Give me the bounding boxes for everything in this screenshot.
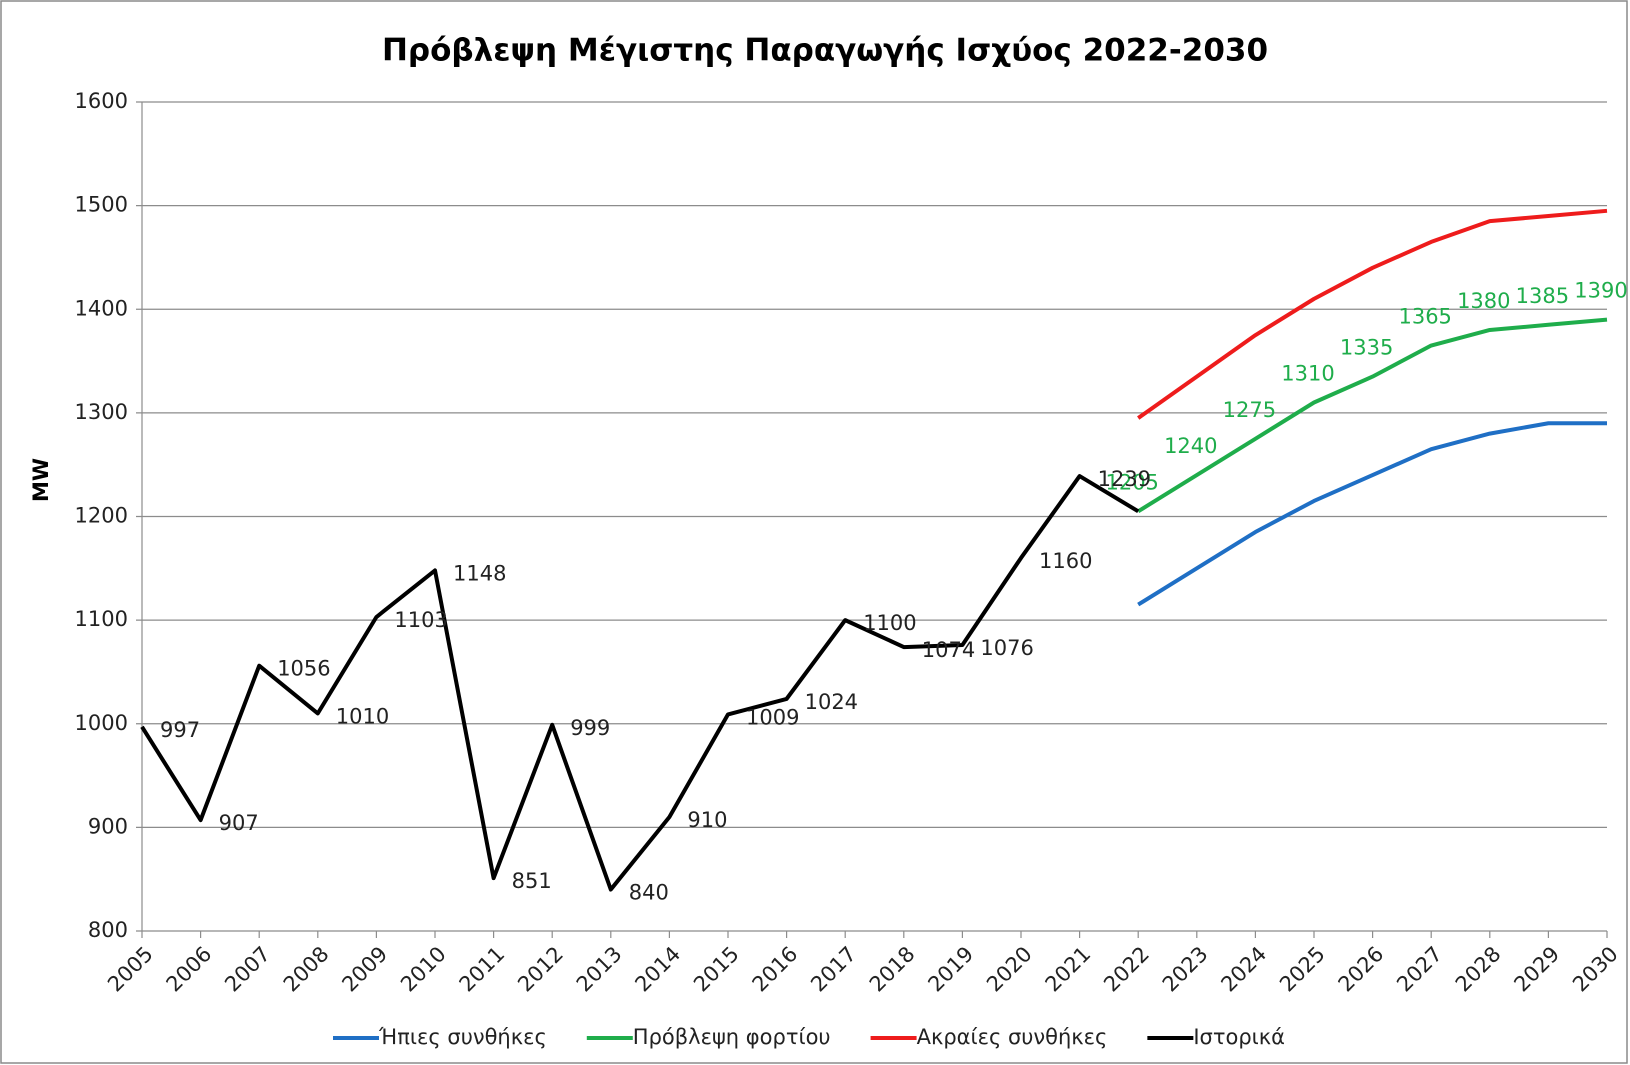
data-label: 999: [570, 716, 610, 740]
data-label: 1148: [453, 561, 506, 585]
data-label: 1056: [277, 657, 330, 681]
y-tick-label: 900: [88, 814, 128, 838]
data-label: 1205: [1105, 470, 1158, 494]
y-tick-label: 800: [88, 918, 128, 942]
y-tick-label: 1300: [75, 400, 128, 424]
data-label: 910: [687, 808, 727, 832]
data-label: 1160: [1039, 549, 1092, 573]
data-label: 1239: [1098, 467, 1151, 491]
y-tick-label: 1100: [75, 607, 128, 631]
legend-label: Ιστορικά: [1193, 1025, 1285, 1049]
series-line: [1137, 208, 1608, 420]
series-line: [1137, 317, 1608, 514]
legend-label: Ακραίες συνθήκες: [917, 1025, 1108, 1049]
y-axis-label: MW: [29, 458, 53, 502]
data-label: 997: [160, 718, 200, 742]
y-tick-label: 1200: [75, 504, 128, 528]
data-label: 1010: [336, 704, 389, 728]
legend-label: Πρόβλεψη φορτίου: [633, 1025, 831, 1049]
y-tick-label: 1000: [75, 711, 128, 735]
data-label: 907: [219, 811, 259, 835]
data-label: 1076: [980, 636, 1033, 660]
data-label: 1365: [1398, 305, 1451, 329]
series-line: [140, 474, 1140, 892]
data-label: 1310: [1281, 362, 1334, 386]
data-label: 1385: [1516, 284, 1569, 308]
data-label: 1390: [1574, 279, 1627, 303]
y-tick-label: 1500: [75, 193, 128, 217]
series-line: [1137, 421, 1607, 607]
data-label: 1024: [805, 690, 858, 714]
chart-title: Πρόβλεψη Μέγιστης Παραγωγής Ισχύος 2022-…: [382, 33, 1268, 69]
data-label: 1009: [746, 705, 799, 729]
data-label: 1100: [863, 611, 916, 635]
legend-label: Ήπιες συνθήκες: [378, 1025, 547, 1049]
data-label: 1074: [922, 638, 975, 662]
data-label: 1240: [1164, 434, 1217, 458]
data-label: 1335: [1340, 336, 1393, 360]
data-label: 1275: [1223, 398, 1276, 422]
data-label: 840: [629, 881, 669, 905]
y-tick-label: 1400: [75, 296, 128, 320]
y-tick-label: 1600: [75, 89, 128, 113]
data-label: 1380: [1457, 289, 1510, 313]
data-label: 851: [512, 869, 552, 893]
data-label: 1103: [394, 608, 447, 632]
